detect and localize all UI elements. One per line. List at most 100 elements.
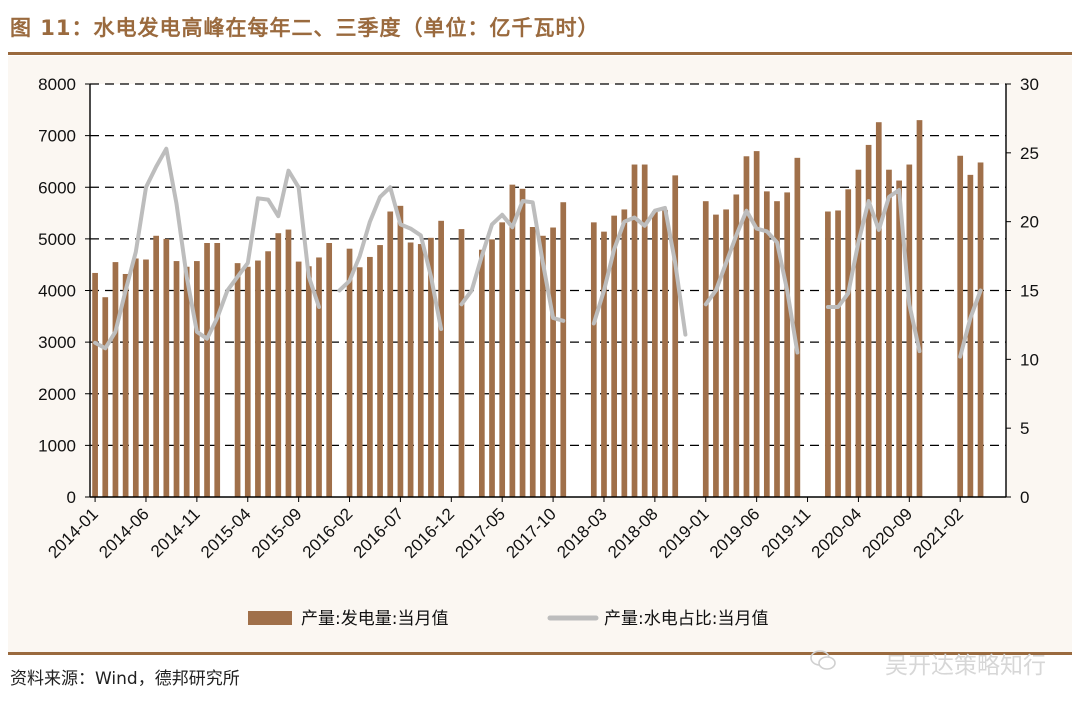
right-tick-label: 5 [1020, 419, 1029, 438]
bar [346, 248, 353, 497]
left-tick-label: 6000 [38, 178, 76, 197]
bar [540, 235, 546, 497]
left-tick-label: 7000 [38, 127, 76, 146]
bar [743, 156, 750, 497]
bar [906, 164, 913, 497]
right-tick-label: 10 [1020, 350, 1039, 369]
bar-series [92, 120, 984, 498]
bar [794, 157, 801, 498]
bar [519, 188, 526, 497]
right-tick-label: 15 [1020, 282, 1039, 301]
bar [173, 261, 180, 497]
bar [641, 164, 648, 497]
x-tick-label: 2019-11 [758, 504, 815, 561]
bar [611, 215, 618, 498]
bar [652, 210, 658, 497]
bar [723, 209, 729, 498]
bar [977, 162, 984, 497]
bar [234, 263, 241, 497]
x-tick-label: 2014-06 [95, 504, 153, 562]
watermark: 吴开达策略知行 [885, 653, 1046, 679]
bar [499, 222, 506, 498]
bar [397, 205, 404, 497]
x-tick-label: 2018-03 [553, 504, 611, 562]
chart-title: 图 11：水电发电高峰在每年二、三季度（单位：亿千瓦时） [10, 16, 600, 40]
x-tick-label: 2016-07 [350, 504, 408, 562]
left-tick-label: 4000 [38, 282, 76, 301]
legend-label-bar: 产量:发电量:当月值 [301, 609, 448, 629]
left-tick-label: 1000 [38, 436, 76, 455]
x-tick-label: 2020-04 [808, 504, 866, 562]
bar [255, 260, 261, 497]
left-tick-label: 0 [67, 488, 76, 507]
bar [967, 174, 974, 498]
bar [183, 266, 190, 497]
x-tick-label: 2020-09 [859, 504, 917, 562]
x-axis-ticks: 2014-012014-062014-112015-042015-092016-… [44, 497, 967, 562]
bar [865, 144, 872, 498]
legend-swatch-bar [248, 611, 292, 625]
bar [204, 243, 210, 497]
bar [672, 175, 679, 497]
bar [784, 192, 791, 497]
bar [112, 262, 119, 497]
bar [356, 267, 363, 497]
bar [875, 122, 882, 497]
legend-label-line: 产量:水电占比:当月值 [604, 609, 768, 629]
left-tick-label: 3000 [38, 333, 76, 352]
right-axis-ticks: 0 5 10 15 20 25 30 [1006, 75, 1039, 507]
bar [916, 120, 923, 497]
left-tick-label: 2000 [38, 385, 76, 404]
bar [316, 257, 322, 497]
bar [102, 297, 109, 497]
bar [367, 256, 373, 497]
left-tick-label: 8000 [38, 75, 76, 94]
x-tick-label: 2014-01 [44, 504, 102, 562]
bar [285, 229, 292, 497]
x-tick-label: 2016-02 [299, 504, 357, 562]
bar [153, 235, 160, 497]
right-tick-label: 20 [1020, 213, 1039, 232]
bar [214, 243, 221, 497]
line-series [93, 146, 983, 359]
bar [560, 202, 567, 497]
bar [886, 169, 892, 497]
bar [896, 180, 902, 497]
bar [428, 237, 434, 497]
bar [702, 201, 709, 497]
bar [326, 243, 333, 497]
bar [621, 209, 628, 498]
bar [387, 211, 394, 498]
bar [489, 239, 495, 498]
x-tick-label: 2016-12 [401, 504, 459, 562]
right-tick-label: 0 [1020, 488, 1029, 507]
x-tick-label: 2014-11 [147, 504, 204, 561]
right-tick-label: 30 [1020, 75, 1039, 94]
bar [733, 194, 740, 498]
legend: 产量:发电量:当月值 产量:水电占比:当月值 [248, 609, 768, 629]
bar [601, 231, 607, 497]
bar [753, 151, 760, 498]
x-tick-label: 2017-10 [502, 504, 560, 562]
bar [194, 261, 200, 497]
bar [305, 266, 312, 497]
left-tick-label: 5000 [38, 230, 76, 249]
bar [529, 227, 536, 497]
x-tick-label: 2018-08 [604, 504, 662, 562]
bar [295, 261, 302, 497]
bar [825, 211, 831, 498]
x-tick-label: 2015-09 [248, 504, 306, 562]
source-note: 资料来源：Wind，德邦研究所 [10, 669, 240, 689]
right-tick-label: 25 [1020, 144, 1039, 163]
bar [957, 155, 964, 498]
bar [509, 184, 516, 497]
footer-divider [8, 652, 1072, 655]
bar [855, 169, 862, 497]
x-tick-label: 2021-02 [909, 504, 967, 562]
bar [377, 245, 383, 497]
bar [835, 210, 841, 497]
bar [763, 191, 770, 497]
bar [143, 259, 149, 497]
wechat-icon [810, 650, 836, 670]
title-divider [8, 52, 1072, 55]
